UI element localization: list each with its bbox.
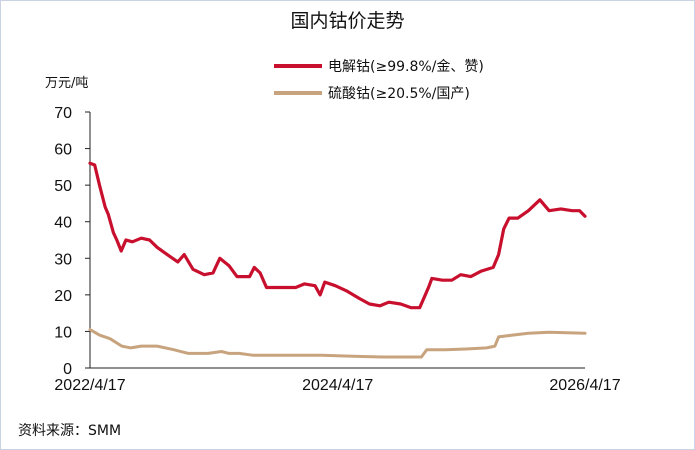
x-tick-label: 2026/4/17 xyxy=(549,377,620,394)
chart-title: 国内钴价走势 xyxy=(290,10,405,32)
axes: 0 10 20 30 40 50 60 70 2022/4/17 2024/4/17 2026/4/… xyxy=(54,105,620,394)
y-tick-label: 60 xyxy=(54,142,72,159)
series-line-electrolytic-cobalt xyxy=(88,161,587,310)
y-tick-label: 20 xyxy=(54,288,72,305)
y-tick-label: 40 xyxy=(54,215,72,232)
series-layer xyxy=(88,161,587,359)
x-tick-label: 2024/4/17 xyxy=(302,377,373,394)
y-tick-label: 10 xyxy=(54,324,72,341)
source-note: 资料来源：SMM xyxy=(18,423,122,439)
y-tick-label: 0 xyxy=(63,361,72,378)
legend-label: 电解钴(≥99.8%/金、赞) xyxy=(328,59,484,75)
legend-label: 硫酸钴(≥20.5%/国产) xyxy=(328,86,470,102)
series-line-cobalt-sulfate xyxy=(88,328,587,359)
y-tick-label: 30 xyxy=(54,251,72,268)
y-axis-unit-label: 万元/吨 xyxy=(45,76,89,91)
x-tick-label: 2022/4/17 xyxy=(54,377,125,394)
legend: 电解钴(≥99.8%/金、赞) 硫酸钴(≥20.5%/国产) xyxy=(274,59,484,102)
y-tick-label: 50 xyxy=(54,178,72,195)
y-tick-label: 70 xyxy=(54,105,72,122)
